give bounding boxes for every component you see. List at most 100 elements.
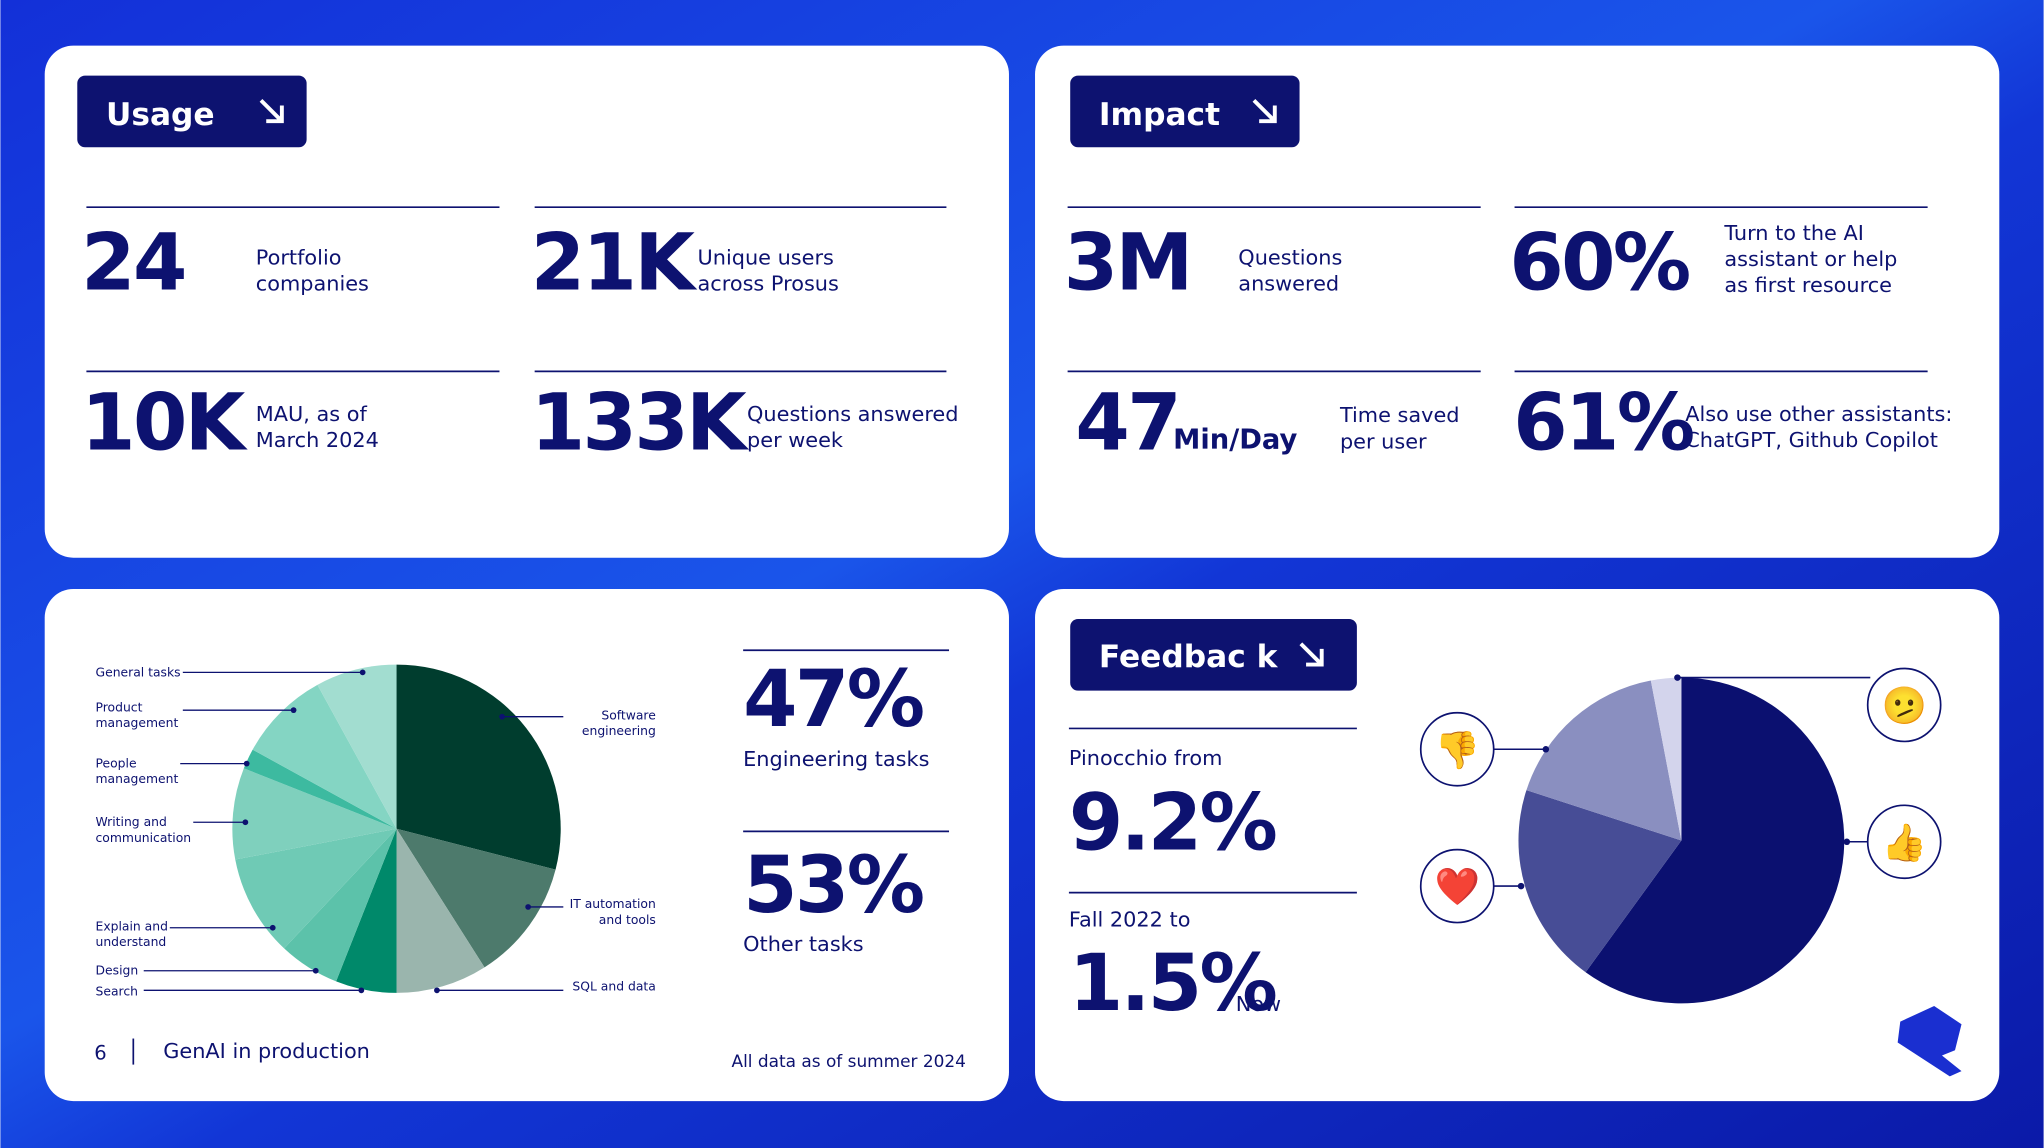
pie-slice — [252, 684, 397, 829]
impact-badge — [1070, 75, 1300, 148]
stat-label: Questions — [1238, 246, 1342, 270]
pie-label: management — [96, 772, 179, 786]
emoji-icon: 🫤 — [1881, 684, 1926, 727]
stat-value: 24 — [81, 217, 185, 308]
stat-value: 21K — [531, 217, 698, 308]
leader-dot — [1674, 674, 1681, 681]
pie-slice — [396, 664, 561, 870]
leader-dot — [243, 760, 250, 767]
leader-dot — [1542, 746, 1550, 753]
feedback-value: 1.5% — [1069, 938, 1276, 1029]
pie-label: engineering — [582, 724, 656, 738]
leader-dot — [434, 987, 440, 994]
stat-label: Time saved — [1339, 403, 1460, 427]
pie-slice — [1585, 677, 1845, 1004]
stat-value: 10K — [81, 378, 248, 469]
stat-label: Portfolio — [256, 246, 342, 270]
icon-circle — [1419, 848, 1495, 924]
stat-label: Also use other assistants: — [1685, 402, 1952, 426]
stat-label: Questions answered — [747, 402, 958, 426]
leader-dot — [1843, 838, 1851, 846]
pie-label: management — [96, 716, 179, 730]
pie-label: Product — [96, 700, 143, 714]
icon-circle — [1866, 804, 1942, 880]
leader-dot — [499, 713, 505, 720]
stat-label: companies — [256, 272, 369, 296]
impact-card — [1035, 45, 2000, 558]
pie-slice — [1650, 677, 1682, 841]
leader-dot — [242, 819, 249, 826]
emoji-icon: 👎 — [1435, 728, 1480, 771]
stat-value: 53% — [743, 840, 923, 931]
pie-label: General tasks — [96, 665, 181, 679]
pie-label: Explain and — [96, 919, 168, 933]
usage-badge — [77, 75, 307, 148]
pie-label: Search — [96, 985, 138, 999]
icon-circle — [1866, 667, 1942, 743]
arrow-icon — [259, 98, 284, 124]
leader-dot — [1517, 882, 1525, 890]
pie-slice — [396, 828, 485, 993]
stat-label: ChatGPT, Github Copilot — [1685, 428, 1938, 452]
pie-label: SQL and data — [572, 979, 655, 993]
logo — [1897, 1005, 1962, 1077]
stat-value: 3M — [1064, 217, 1191, 308]
pie-slice — [336, 828, 397, 993]
feedback-label: Pinocchio from — [1069, 746, 1223, 770]
stat-value: 61% — [1513, 378, 1693, 469]
pie-slice — [284, 828, 397, 982]
impact-title: Impact — [1099, 97, 1220, 133]
pie-label: understand — [96, 935, 167, 949]
arrow-icon — [1252, 98, 1277, 124]
leader-dot — [312, 967, 319, 974]
pie-label: People — [96, 757, 137, 771]
pie-label: and tools — [599, 913, 656, 927]
feedback-unit: Now — [1236, 992, 1281, 1016]
page-number: 6 — [94, 1041, 106, 1064]
usage-card — [44, 45, 1009, 558]
stat-value: 60% — [1509, 217, 1689, 308]
pie-label: Software — [601, 708, 655, 722]
stat-label: Other tasks — [743, 932, 863, 956]
stat-label: per user — [1340, 429, 1427, 453]
leader-dot — [290, 707, 297, 714]
stat-label: March 2024 — [256, 428, 379, 452]
feedback-value: 9.2% — [1069, 778, 1276, 869]
stat-label: Engineering tasks — [743, 747, 929, 771]
footer-note: All data as of summer 2024 — [732, 1051, 966, 1071]
pie-label: communication — [96, 831, 192, 845]
usage-title: Usage — [106, 97, 215, 133]
feedback-title: Feedbac k — [1099, 639, 1279, 675]
stat-value: 47% — [743, 654, 923, 745]
pie-slice — [396, 828, 556, 968]
pie-label: IT automation — [570, 897, 656, 911]
feedback-badge — [1070, 618, 1357, 691]
icon-circle — [1419, 711, 1495, 787]
pie-slice — [232, 768, 397, 860]
stat-label: as first resource — [1724, 273, 1892, 297]
feedback-label: Fall 2022 to — [1069, 907, 1191, 931]
pie-slice — [1518, 790, 1682, 973]
stat-label: answered — [1238, 272, 1339, 296]
stat-label: assistant or help — [1724, 247, 1897, 271]
pie-slice — [1526, 680, 1682, 841]
stat-label: across Prosus — [698, 272, 839, 296]
leader-dot — [525, 904, 532, 910]
leader-dot — [358, 987, 365, 994]
stat-label: MAU, as of — [256, 402, 368, 426]
stat-unit: Min/Day — [1173, 424, 1297, 455]
footer-title: GenAI in production — [163, 1039, 370, 1063]
pie-label: Writing and — [96, 815, 167, 829]
emoji-icon: ❤️ — [1435, 865, 1481, 908]
stat-label: per week — [747, 428, 843, 452]
leader-dot — [269, 924, 276, 931]
leader-dot — [359, 669, 366, 676]
stat-value: 133K — [531, 378, 749, 469]
pie-slice — [243, 749, 397, 829]
emoji-icon: 👍 — [1881, 821, 1926, 864]
stat-label: Turn to the AI — [1723, 221, 1864, 245]
arrow-icon — [1299, 642, 1324, 667]
pie-slice — [235, 828, 397, 949]
stat-value: 47 — [1075, 378, 1179, 469]
